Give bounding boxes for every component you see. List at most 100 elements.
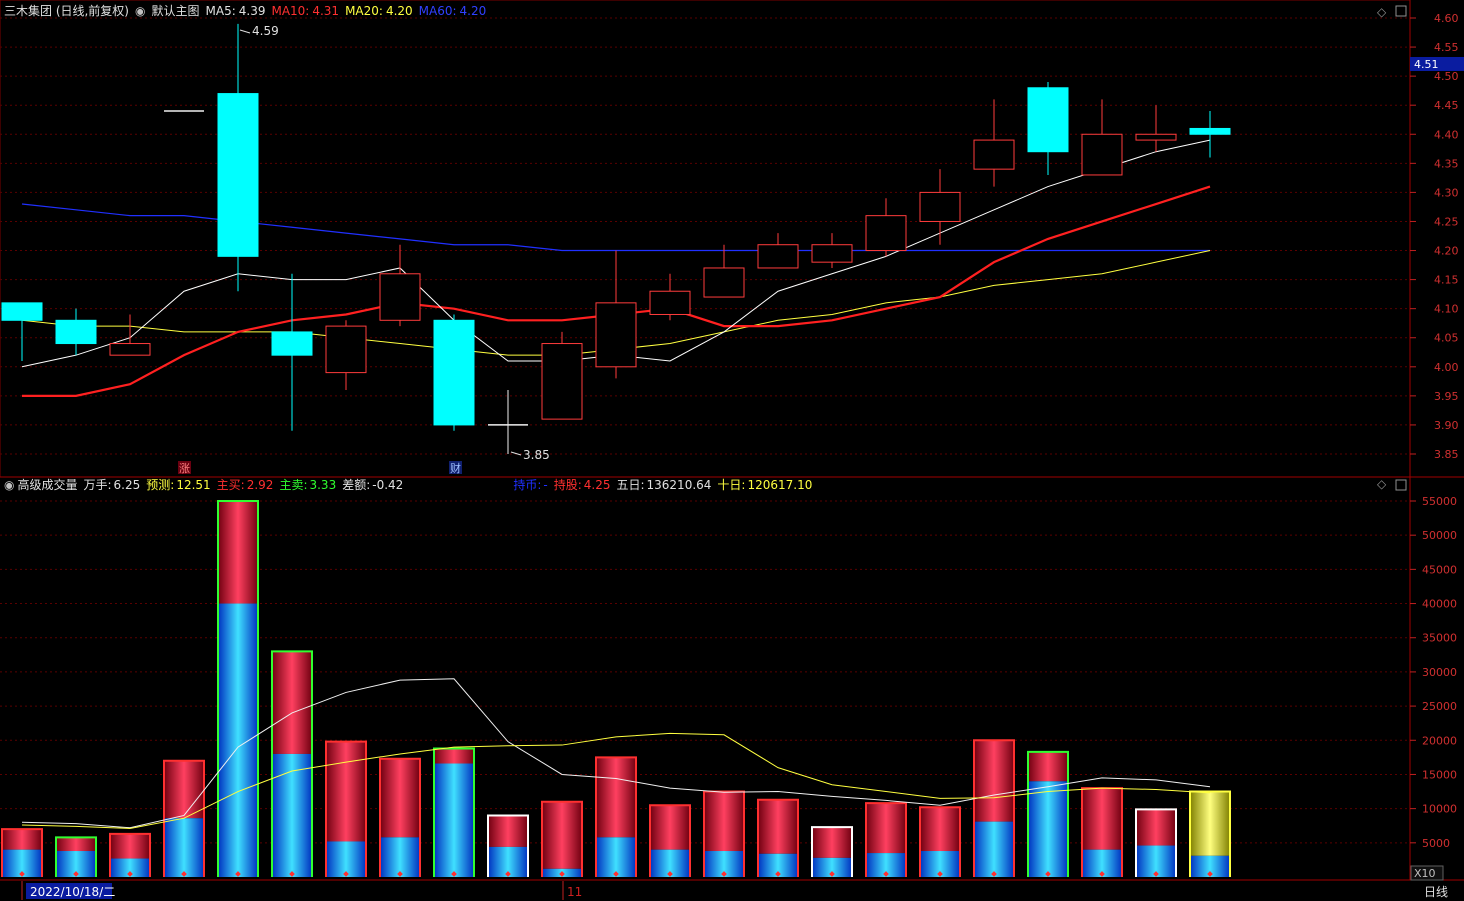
candle-body [109, 343, 151, 356]
volume-bar-lower [758, 853, 798, 877]
volume-bar [973, 739, 1015, 877]
candlestick [865, 198, 907, 257]
volume-bar-upper [56, 837, 96, 852]
candlestick [433, 314, 475, 431]
volume-bar-upper [218, 501, 258, 604]
candlestick [649, 273, 691, 321]
volume-bar-dot [451, 871, 457, 877]
volume-bar-dot [1153, 871, 1159, 877]
candle-body [811, 244, 853, 263]
cai-marker[interactable]: 财 [450, 461, 461, 475]
ma10-value: 4.31 [312, 4, 340, 18]
wanshou-value: 6.25 [113, 478, 141, 492]
diamond-icon[interactable]: ◇ [1377, 5, 1387, 19]
ma60-label: MA60: [418, 4, 457, 18]
price-tick-label: 4.60 [1434, 12, 1459, 25]
volume-bar [595, 756, 637, 877]
volume-bar-dot [235, 871, 241, 877]
volume-tick-label: 35000 [1422, 632, 1457, 645]
volume-bar-upper [488, 815, 528, 847]
volume-bar-upper [2, 829, 42, 850]
volume-bar-upper [1190, 791, 1230, 856]
volume-bar-dot [1045, 871, 1051, 877]
volume-bar-upper [812, 827, 852, 858]
volume-bar-lower [164, 818, 204, 877]
volume-bar-lower [812, 857, 852, 877]
volume-tick-label: 20000 [1422, 734, 1457, 747]
volume-bar-dot [775, 871, 781, 877]
candlestick [919, 169, 961, 245]
candle-body [433, 319, 475, 426]
volume-bar [919, 806, 961, 877]
volume-bar-dot [181, 871, 187, 877]
volume-bar [1027, 750, 1069, 877]
zhang-marker[interactable]: 涨 [179, 462, 190, 475]
volume-bars [1, 500, 1231, 877]
maximize-icon[interactable] [1395, 5, 1407, 17]
candle-body [1135, 133, 1177, 141]
current-price-box [1410, 57, 1464, 71]
ma20-value: 4.20 [385, 4, 413, 18]
template-label[interactable]: 默认主图 [151, 4, 200, 18]
volume-bar-upper [272, 651, 312, 754]
zhumai-label: 主买: [216, 478, 245, 492]
volume-bar-upper [434, 748, 474, 764]
volume-bar-edge [487, 814, 529, 877]
cha-label: 差额: [342, 478, 371, 492]
candlestick [757, 233, 799, 269]
volume-bar-edge [1189, 790, 1231, 877]
chigu-value: 4.25 [583, 478, 611, 492]
x10-box [1410, 865, 1444, 881]
volume-bar-dot [667, 871, 673, 877]
volume-axis: 55000 50000 45000 40000 35000 30000 25000 20000… [1410, 495, 1457, 850]
candlestick [109, 314, 151, 356]
price-tick-label: 4.40 [1434, 128, 1459, 141]
period-label[interactable]: 日线 [1424, 885, 1448, 899]
price-tick-label: 3.85 [1434, 448, 1459, 461]
volume-bar-lower [434, 763, 474, 877]
volume-bar [649, 804, 691, 877]
cha-value: -0.42 [372, 478, 404, 492]
volume-tick-label: 50000 [1422, 529, 1457, 542]
volume-bar-edge [217, 500, 259, 877]
volume-bar-lower [866, 853, 906, 877]
volume-bar-edge [379, 757, 421, 877]
candlestick [217, 23, 259, 292]
x10-label[interactable]: X10 [1414, 867, 1436, 880]
high-price-label: 4.59 [252, 24, 279, 38]
volume-bar-dot [991, 871, 997, 877]
ma60-value: 4.20 [459, 4, 487, 18]
volume-bar-upper [326, 741, 366, 842]
volume-bar [541, 800, 583, 877]
price-tick-label: 3.95 [1434, 390, 1459, 403]
volume-bar-upper [1028, 751, 1068, 782]
volume-bar-lower [1190, 855, 1230, 877]
current-price-label: 4.51 [1414, 58, 1439, 71]
volume-indicator-name[interactable]: 高级成交量 [17, 478, 78, 492]
price-tick-label: 4.05 [1434, 332, 1459, 345]
volume-bar [217, 500, 259, 877]
candle-body [379, 273, 421, 321]
price-tick-label: 4.20 [1434, 245, 1459, 258]
volume-bar-dot [829, 871, 835, 877]
volume-bar [1, 828, 43, 877]
volume-bar-lower [974, 821, 1014, 877]
volume-bar-edge [163, 759, 205, 877]
volume-bar-dot [883, 871, 889, 877]
stock-title[interactable]: 三木集团 (日线,前复权) [4, 4, 129, 18]
shiri-value: 120617.10 [747, 478, 813, 492]
volume-ma-lines [21, 678, 1211, 829]
volume-dropdown-icon[interactable]: ◉ [4, 478, 15, 492]
volume-bar-edge [541, 800, 583, 877]
chigu-label: 持股: [553, 478, 582, 492]
volume-tick-label: 45000 [1422, 563, 1457, 576]
volume-bar [325, 740, 367, 877]
volume-bar [1189, 790, 1231, 877]
vol-diamond-icon[interactable]: ◇ [1377, 477, 1387, 491]
vol-maximize-icon[interactable] [1395, 479, 1407, 491]
volume-bar-dot [505, 871, 511, 877]
volume-tick-label: 5000 [1422, 837, 1450, 850]
volume-bar-dot [1099, 871, 1105, 877]
template-dropdown-icon[interactable]: ◉ [135, 4, 146, 18]
